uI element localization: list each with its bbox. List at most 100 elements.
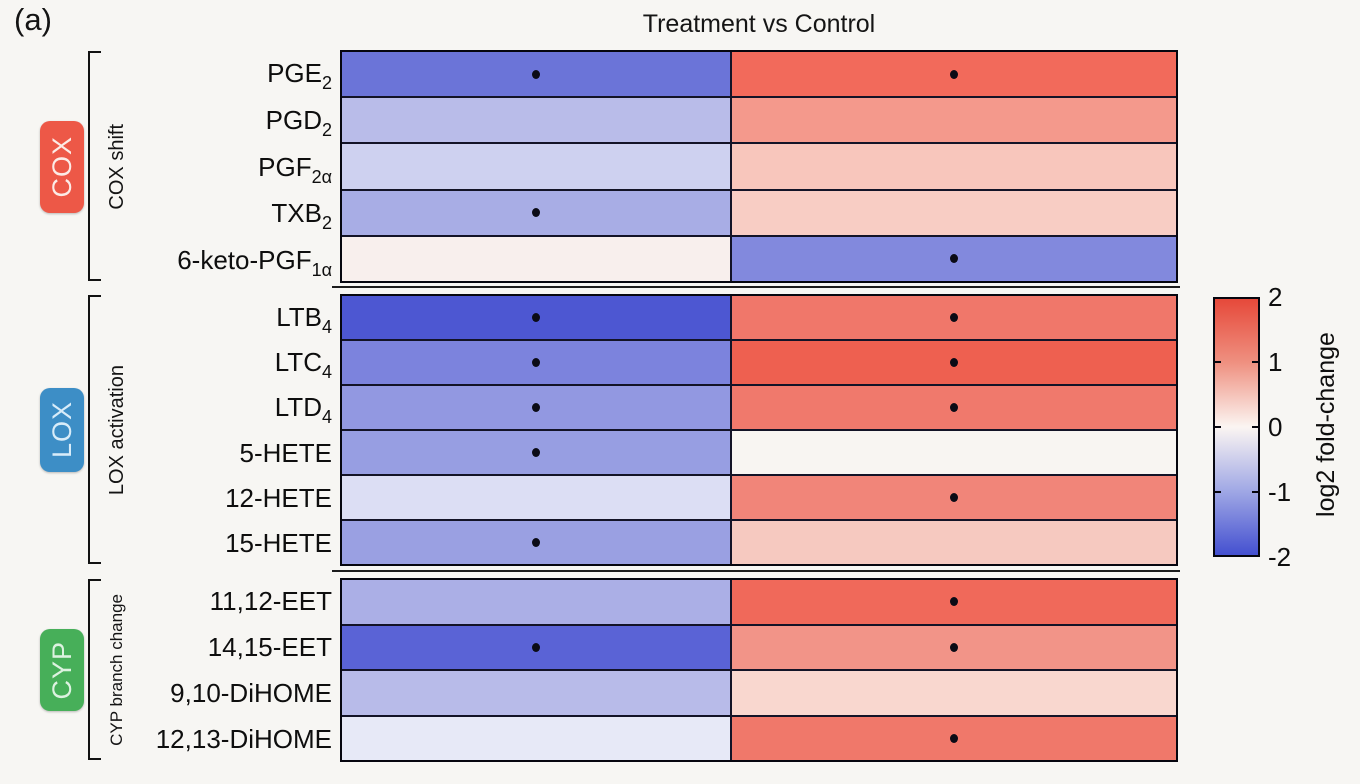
heatmap-cell <box>342 52 732 97</box>
heatmap-cell <box>342 386 732 429</box>
group-sublabel-lox: LOX activation <box>105 364 128 496</box>
row-label: PGE2 <box>267 58 332 94</box>
heatmap-row <box>342 341 1176 386</box>
heatmap-row <box>342 296 1176 341</box>
row-label: LTC4 <box>274 347 332 382</box>
significance-dot <box>950 69 958 79</box>
heatmap-cell <box>342 625 732 669</box>
colorbar-tick-mark <box>1213 426 1221 428</box>
significance-dot <box>532 403 540 412</box>
significance-dot <box>950 358 958 367</box>
heatmap-row <box>342 476 1176 521</box>
heatmap-cell <box>342 580 732 624</box>
heatmap-cell <box>342 236 732 282</box>
group-badge-cyp: CYP <box>40 629 84 711</box>
significance-dot <box>532 208 540 218</box>
row-label: PGF2α <box>258 151 332 187</box>
significance-dot <box>950 313 958 322</box>
significance-dot <box>532 538 540 547</box>
heatmap-row <box>342 98 1176 145</box>
row-label: PGD2 <box>265 104 332 140</box>
colorbar-tick-label: 0 <box>1268 412 1283 442</box>
heatmap-row <box>342 52 1176 99</box>
colorbar-tick-mark <box>1213 491 1221 493</box>
colorbar-tick-mark <box>1252 491 1260 493</box>
heatmap-cell <box>732 386 1176 429</box>
heatmap-row <box>342 671 1176 717</box>
heatmap-cell <box>342 144 732 189</box>
group-bracket-cyp <box>88 579 101 760</box>
row-label: 12-HETE <box>225 483 332 513</box>
significance-dot <box>532 642 540 652</box>
heatmap-cell <box>732 190 1176 235</box>
row-label: LTD4 <box>274 392 332 428</box>
significance-dot <box>950 493 958 502</box>
heatmap-cell <box>732 521 1176 564</box>
significance-dot <box>532 448 540 457</box>
row-label: LTB4 <box>276 301 332 337</box>
heatmap-row <box>342 580 1176 626</box>
significance-dot <box>950 254 958 264</box>
heatmap-row <box>342 144 1176 191</box>
heatmap-cell <box>732 341 1176 384</box>
group-sublabel-cox: COX shift <box>105 123 128 210</box>
significance-dot <box>950 733 958 743</box>
heatmap-row <box>342 625 1176 671</box>
chart-title: Treatment vs Control <box>642 10 876 38</box>
heatmap-row <box>342 521 1176 564</box>
heatmap-cell <box>732 52 1176 97</box>
heatmap-cell <box>732 716 1176 760</box>
significance-dot <box>532 313 540 322</box>
group-bracket-lox <box>88 295 101 564</box>
colorbar-tick-label: -1 <box>1268 477 1292 507</box>
heatmap-cell <box>342 98 732 143</box>
group-bracket-cox <box>88 51 101 281</box>
heatmap-cell <box>732 476 1176 519</box>
group-badge-lox: LOX <box>40 388 84 472</box>
significance-dot <box>950 403 958 412</box>
heatmap-section-lox <box>340 294 1178 566</box>
colorbar-tick-label: 1 <box>1268 347 1283 377</box>
row-label: TXB2 <box>271 198 332 234</box>
heatmap-section-cox <box>340 50 1178 283</box>
section-separator <box>332 570 1180 572</box>
colorbar-tick-label: -2 <box>1268 542 1292 572</box>
heatmap-cell <box>732 98 1176 143</box>
heatmap-cell <box>732 296 1176 339</box>
row-label: 12,13-DiHOME <box>155 724 332 754</box>
heatmap-cell <box>342 296 732 339</box>
colorbar-tick-mark <box>1213 361 1221 363</box>
significance-dot <box>950 642 958 652</box>
heatmap-cell <box>342 341 732 384</box>
heatmap-cell <box>732 431 1176 474</box>
heatmap-row <box>342 431 1176 476</box>
colorbar-tick-label: 2 <box>1268 282 1283 312</box>
heatmap-row <box>342 716 1176 760</box>
heatmap-cell <box>342 476 732 519</box>
row-label: 9,10-DiHOME <box>170 678 332 708</box>
row-label: 11,12-EET <box>209 586 332 616</box>
heatmap-cell <box>732 625 1176 669</box>
heatmap-cell <box>732 236 1176 282</box>
row-label: 14,15-EET <box>207 632 332 662</box>
heatmap-cell <box>342 671 732 715</box>
significance-dot <box>532 69 540 79</box>
section-separator <box>332 286 1180 288</box>
heatmap-cell <box>732 580 1176 624</box>
heatmap-section-cyp <box>340 578 1178 762</box>
heatmap-cell <box>732 144 1176 189</box>
panel-label: (a) <box>14 2 52 37</box>
group-sublabel-cyp: CYP branch change <box>107 594 126 746</box>
row-label: 6-keto-PGF1α <box>177 244 332 280</box>
colorbar-tick-mark <box>1252 361 1260 363</box>
heatmap-cell <box>732 671 1176 715</box>
row-label: 15-HETE <box>225 528 332 559</box>
heatmap-row <box>342 236 1176 282</box>
heatmap-cell <box>342 521 732 564</box>
heatmap-cell <box>342 190 732 235</box>
heatmap-cell <box>342 431 732 474</box>
heatmap-row <box>342 190 1176 237</box>
row-label: 5-HETE <box>239 437 332 468</box>
significance-dot <box>950 597 958 607</box>
